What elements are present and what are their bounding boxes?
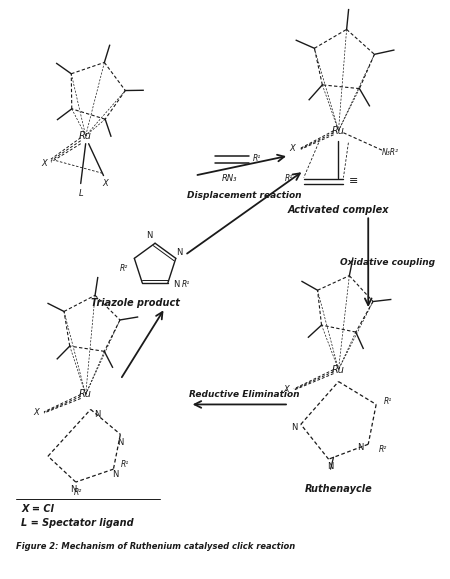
Text: R²: R² [74,488,82,497]
Text: RN₃: RN₃ [222,174,237,183]
Text: R¹: R¹ [384,397,392,406]
Text: Ruthenaycle: Ruthenaycle [305,484,372,494]
Text: Activated complex: Activated complex [288,206,389,215]
Text: N: N [117,438,124,447]
Text: Displacement reaction: Displacement reaction [187,191,302,200]
Text: L = Spectator ligand: L = Spectator ligand [21,518,134,528]
Text: R¹: R¹ [121,460,130,468]
Text: Figure 2: Mechanism of Ruthenium catalysed click reaction: Figure 2: Mechanism of Ruthenium catalys… [16,543,296,551]
Text: N₃R²: N₃R² [382,148,399,157]
Text: N: N [173,280,179,290]
Text: N: N [291,423,297,432]
Text: X: X [33,408,39,417]
Text: Oxidative coupling: Oxidative coupling [341,258,436,267]
Text: R¹: R¹ [285,174,293,183]
Text: Ru: Ru [332,126,345,135]
Text: R²: R² [379,445,387,454]
Text: X: X [103,179,108,188]
Text: X: X [41,159,47,168]
Text: N: N [112,470,119,479]
Text: X: X [289,144,295,153]
Text: X: X [283,385,289,394]
Text: R²: R² [120,264,129,273]
Text: L: L [78,189,83,198]
Text: N: N [71,485,77,493]
Text: Ru: Ru [79,390,92,400]
Text: R¹: R¹ [182,280,190,290]
Text: R¹: R¹ [253,154,261,163]
Text: Ru: Ru [332,365,345,375]
Text: Reductive Elimination: Reductive Elimination [189,390,300,399]
Text: N: N [94,410,101,419]
Text: X = Cl: X = Cl [21,504,54,514]
Text: Triazole product: Triazole product [91,298,180,308]
Text: N: N [146,231,152,240]
Text: N: N [327,461,334,471]
Text: N: N [176,248,183,257]
Text: N: N [357,443,364,452]
Text: Ru: Ru [79,131,92,141]
Text: ≡: ≡ [349,175,358,185]
